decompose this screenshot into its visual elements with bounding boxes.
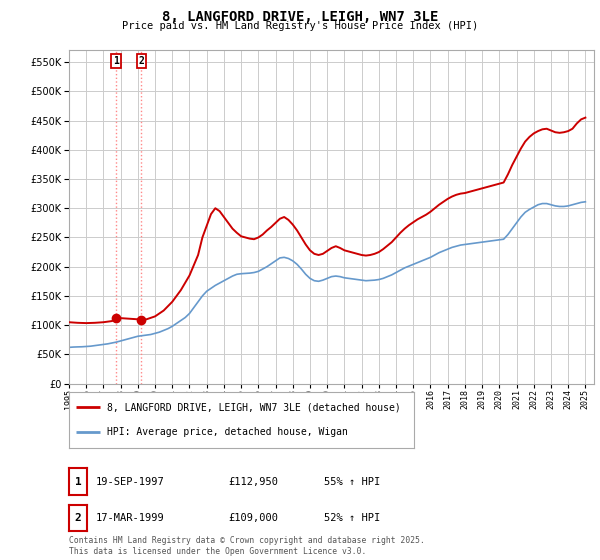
Text: Contains HM Land Registry data © Crown copyright and database right 2025.
This d: Contains HM Land Registry data © Crown c… [69,536,425,556]
Text: 2: 2 [139,56,145,66]
Text: 1: 1 [74,477,82,487]
Text: 52% ↑ HPI: 52% ↑ HPI [324,513,380,523]
Text: 55% ↑ HPI: 55% ↑ HPI [324,477,380,487]
Text: £109,000: £109,000 [228,513,278,523]
Text: 8, LANGFORD DRIVE, LEIGH, WN7 3LE (detached house): 8, LANGFORD DRIVE, LEIGH, WN7 3LE (detac… [107,402,401,412]
Text: 2: 2 [74,513,82,523]
Text: 8, LANGFORD DRIVE, LEIGH, WN7 3LE: 8, LANGFORD DRIVE, LEIGH, WN7 3LE [162,10,438,24]
Text: 1: 1 [113,56,119,66]
Text: HPI: Average price, detached house, Wigan: HPI: Average price, detached house, Wiga… [107,427,348,437]
Text: 19-SEP-1997: 19-SEP-1997 [96,477,165,487]
Text: Price paid vs. HM Land Registry's House Price Index (HPI): Price paid vs. HM Land Registry's House … [122,21,478,31]
Text: 17-MAR-1999: 17-MAR-1999 [96,513,165,523]
Text: £112,950: £112,950 [228,477,278,487]
